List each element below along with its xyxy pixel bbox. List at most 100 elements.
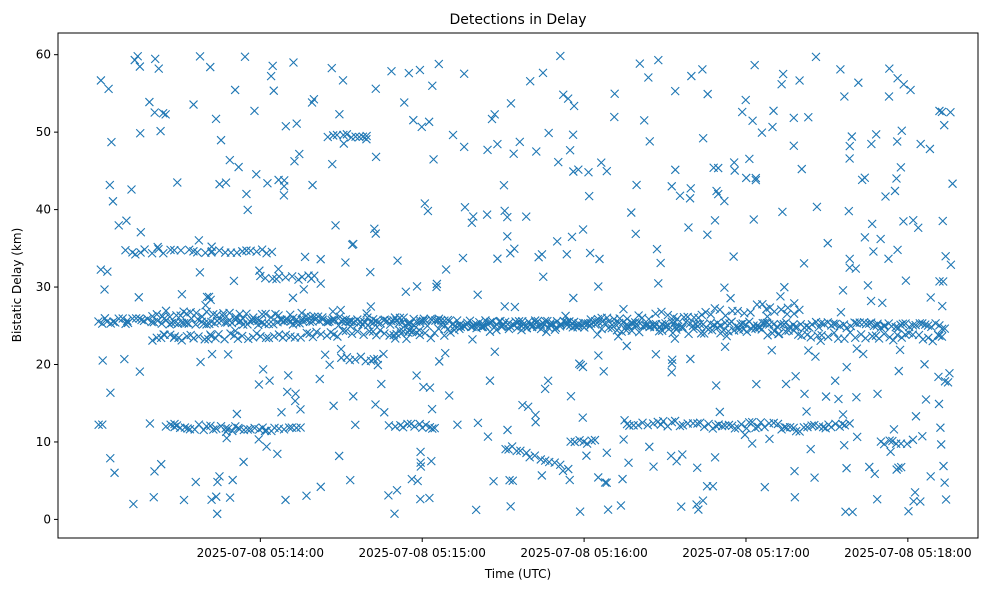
data-point [696, 328, 706, 338]
data-point [459, 142, 469, 152]
data-point [242, 246, 251, 255]
data-point [544, 128, 554, 138]
data-point [710, 216, 720, 225]
data-point [578, 413, 588, 423]
data-point [398, 422, 408, 432]
data-point [229, 276, 239, 286]
data-point [538, 319, 548, 328]
data-point [473, 418, 483, 428]
data-point [881, 192, 890, 201]
data-point [489, 476, 498, 486]
data-point [654, 326, 664, 336]
data-point [943, 377, 953, 387]
data-point [789, 141, 799, 151]
data-point [292, 423, 301, 433]
data-point [347, 329, 357, 339]
data-point [789, 309, 799, 319]
data-point [157, 319, 167, 329]
data-point [432, 282, 441, 292]
data-point [317, 313, 327, 322]
data-point [389, 315, 398, 325]
data-point [281, 330, 291, 340]
data-point [811, 52, 821, 62]
data-point [887, 436, 897, 446]
data-point [205, 330, 215, 339]
data-point [154, 64, 164, 74]
data-point [415, 65, 425, 75]
data-point [765, 434, 774, 444]
data-point [222, 433, 232, 443]
data-point [251, 169, 261, 179]
data-point [406, 318, 416, 328]
data-point [767, 345, 777, 355]
data-point [858, 349, 868, 359]
data-point [509, 149, 519, 159]
data-point [876, 234, 886, 244]
data-point [161, 422, 171, 431]
data-point [96, 265, 106, 274]
data-point [726, 293, 735, 303]
data-point [582, 439, 592, 449]
data-point [424, 117, 434, 127]
data-point [94, 420, 104, 430]
data-point [531, 410, 540, 420]
data-point [459, 69, 469, 79]
data-point [573, 165, 583, 175]
data-point [279, 191, 289, 200]
data-point [795, 76, 804, 85]
data-point [436, 319, 446, 329]
data-point [729, 252, 739, 261]
data-point [254, 266, 264, 276]
data-point [493, 139, 502, 149]
data-point [622, 341, 632, 351]
data-point [842, 463, 851, 473]
x-tick-label: 2025-07-08 05:16:00 [520, 546, 647, 560]
data-point [232, 248, 242, 258]
data-point [283, 371, 293, 380]
data-point [741, 320, 750, 329]
data-point [672, 314, 682, 324]
data-point [885, 436, 895, 446]
data-point [497, 322, 506, 332]
x-tick-label: 2025-07-08 05:17:00 [682, 546, 809, 560]
data-point [145, 419, 155, 428]
data-point [323, 317, 333, 327]
data-point [631, 229, 641, 239]
data-point [558, 466, 568, 476]
data-point [852, 392, 861, 402]
data-point [215, 179, 224, 189]
data-point [207, 349, 217, 359]
data-point [458, 253, 468, 263]
data-point [610, 89, 620, 99]
data-point [833, 334, 843, 343]
data-point [565, 475, 575, 485]
chart-title: Detections in Delay [449, 12, 586, 28]
data-point [793, 330, 803, 340]
data-point [675, 191, 685, 201]
data-point [432, 279, 442, 289]
data-point [823, 332, 833, 342]
data-point [329, 401, 338, 411]
x-axis-label: Time (UTC) [484, 567, 551, 581]
data-point [371, 84, 381, 94]
data-point [356, 317, 366, 327]
data-point [369, 354, 379, 364]
data-point [848, 507, 857, 517]
data-point [842, 362, 852, 372]
data-point [268, 61, 278, 71]
data-point [806, 332, 816, 342]
data-point [371, 152, 381, 162]
y-axis-label: Bistatic Delay (km) [10, 228, 24, 343]
data-point [870, 469, 880, 479]
data-point [777, 79, 787, 89]
data-point [266, 71, 276, 81]
data-point [552, 236, 562, 246]
data-point [675, 421, 685, 431]
data-point [152, 309, 162, 319]
data-point [946, 260, 956, 270]
data-point [243, 205, 253, 215]
data-point [816, 336, 826, 346]
data-point [393, 256, 402, 266]
data-point [814, 322, 824, 332]
